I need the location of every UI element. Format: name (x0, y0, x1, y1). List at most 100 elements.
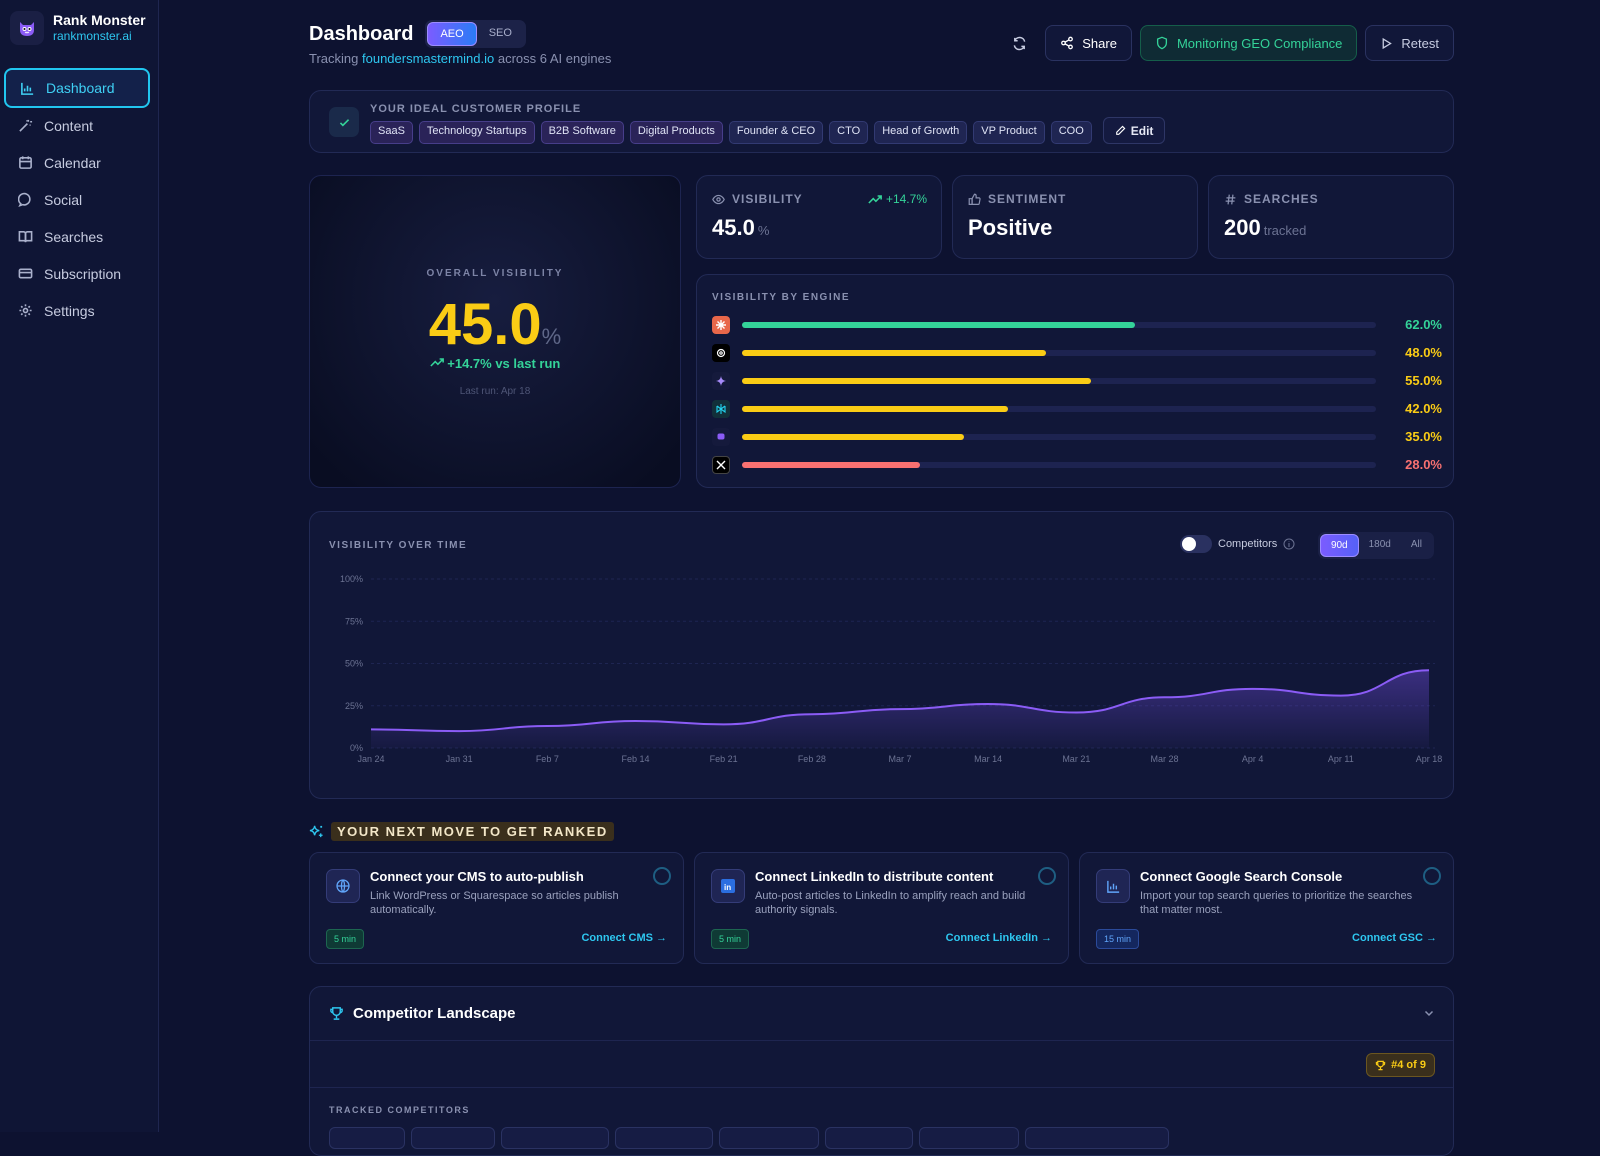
competitor-chip[interactable] (329, 1127, 405, 1149)
searches-stat-label: SEARCHES (1244, 192, 1319, 206)
hash-icon (1224, 193, 1237, 206)
sidebar: Rank Monster rankmonster.ai Dashboard Co… (0, 0, 159, 1132)
last-run-text: Last run: Apr 18 (310, 386, 680, 397)
engine-value: 42.0% (1405, 401, 1442, 416)
icp-tag: COO (1051, 121, 1092, 144)
competitor-chip[interactable] (411, 1127, 495, 1149)
sidebar-item-label: Content (44, 118, 93, 134)
competitor-chip[interactable] (825, 1127, 913, 1149)
move-complete-radio[interactable] (1038, 867, 1056, 885)
share-icon (1060, 36, 1074, 50)
monitoring-label: Monitoring GEO Compliance (1177, 36, 1342, 51)
sidebar-nav: Dashboard Content Calendar Social Search… (4, 68, 150, 329)
next-move-title: YOUR NEXT MOVE TO GET RANKED (331, 822, 614, 841)
competitor-landscape-header[interactable]: Competitor Landscape (329, 1005, 516, 1022)
next-move-header: YOUR NEXT MOVE TO GET RANKED (309, 822, 614, 841)
brand-url[interactable]: rankmonster.ai (53, 29, 146, 44)
competitor-chip[interactable] (615, 1127, 713, 1149)
visibility-by-engine-card: VISIBILITY BY ENGINE 62.0% 48.0% 55.0% 4… (696, 274, 1454, 488)
grok-icon (712, 456, 730, 474)
engine-row-perplexity: 42.0% (712, 400, 1442, 418)
engine-row-grok: 28.0% (712, 456, 1442, 474)
engine-bar-fill (742, 350, 1046, 356)
sidebar-item-label: Social (44, 192, 82, 208)
next-move-card-linkedin[interactable]: in Connect LinkedIn to distribute conten… (694, 852, 1069, 964)
engine-bar-fill (742, 434, 964, 440)
copilot-icon (712, 428, 730, 446)
tracked-domain-link[interactable]: foundersmastermind.io (362, 51, 494, 66)
credit-card-icon (18, 266, 33, 281)
x-tick-label: Mar 14 (974, 754, 1002, 764)
subtitle-prefix: Tracking (309, 51, 358, 66)
share-button[interactable]: Share (1045, 25, 1132, 61)
bar-chart-icon (1096, 869, 1130, 903)
visibility-stat-label: VISIBILITY (732, 192, 803, 206)
y-tick-label: 0% (350, 743, 363, 753)
x-tick-label: Mar 7 (888, 754, 911, 764)
monitoring-geo-button[interactable]: Monitoring GEO Compliance (1140, 25, 1357, 61)
tab-seo[interactable]: SEO (477, 22, 524, 46)
sidebar-item-dashboard[interactable]: Dashboard (4, 68, 150, 108)
gemini-icon (712, 372, 730, 390)
icp-tag: SaaS (370, 121, 413, 144)
sidebar-item-social[interactable]: Social (4, 181, 150, 218)
refresh-icon (1012, 36, 1027, 51)
move-title: Connect LinkedIn to distribute content (755, 869, 993, 884)
connect-gsc-link[interactable]: Connect GSC → (1352, 932, 1437, 944)
trend-up-icon (868, 194, 882, 205)
svg-text:in: in (724, 883, 731, 892)
brand[interactable]: Rank Monster rankmonster.ai (10, 11, 146, 45)
linkedin-icon: in (711, 869, 745, 903)
engine-value: 28.0% (1405, 457, 1442, 472)
competitor-chip[interactable] (919, 1127, 1019, 1149)
edit-label: Edit (1131, 124, 1154, 138)
y-tick-label: 75% (345, 616, 363, 626)
sidebar-item-calendar[interactable]: Calendar (4, 144, 150, 181)
icp-label: YOUR IDEAL CUSTOMER PROFILE (370, 103, 581, 115)
next-move-card-gsc[interactable]: Connect Google Search Console Import you… (1079, 852, 1454, 964)
move-complete-radio[interactable] (1423, 867, 1441, 885)
sidebar-item-settings[interactable]: Settings (4, 292, 150, 329)
y-tick-label: 100% (340, 574, 363, 584)
openai-icon (712, 344, 730, 362)
x-tick-label: Feb 14 (621, 754, 649, 764)
y-tick-label: 50% (345, 659, 363, 669)
refresh-button[interactable] (1001, 25, 1037, 61)
icp-tag: Head of Growth (874, 121, 967, 144)
bar-chart-icon (20, 81, 35, 96)
move-time-badge: 5 min (711, 929, 749, 949)
globe-icon (326, 869, 360, 903)
engine-row-claude: 62.0% (712, 316, 1442, 334)
sentiment-stat-label: SENTIMENT (988, 192, 1066, 206)
connect-cms-link[interactable]: Connect CMS → (581, 932, 667, 944)
competitor-chip[interactable] (501, 1127, 609, 1149)
sidebar-item-subscription[interactable]: Subscription (4, 255, 150, 292)
engine-value: 55.0% (1405, 373, 1442, 388)
competitor-chip[interactable] (1025, 1127, 1169, 1149)
sentiment-stat-card: SENTIMENT Positive (952, 175, 1198, 259)
visibility-stat-card: VISIBILITY +14.7% 45.0% (696, 175, 942, 259)
edit-icp-button[interactable]: Edit (1103, 117, 1166, 144)
competitor-chip[interactable] (719, 1127, 819, 1149)
connect-linkedin-link[interactable]: Connect LinkedIn → (946, 932, 1052, 944)
move-complete-radio[interactable] (653, 867, 671, 885)
retest-button[interactable]: Retest (1365, 25, 1454, 61)
retest-label: Retest (1401, 36, 1439, 51)
sidebar-item-label: Calendar (44, 155, 101, 171)
engine-value: 62.0% (1405, 317, 1442, 332)
engine-bar-fill (742, 322, 1135, 328)
visibility-stat-unit: % (758, 223, 770, 238)
perplexity-icon (712, 400, 730, 418)
thumbs-up-icon (968, 193, 981, 206)
icp-tag: CTO (829, 121, 868, 144)
move-time-badge: 5 min (326, 929, 364, 949)
rank-text: #4 of 9 (1391, 1059, 1426, 1071)
tab-aeo[interactable]: AEO (427, 22, 476, 46)
sidebar-item-content[interactable]: Content (4, 107, 150, 144)
sidebar-item-searches[interactable]: Searches (4, 218, 150, 255)
chevron-down-icon[interactable] (1423, 1007, 1435, 1019)
move-title: Connect your CMS to auto-publish (370, 869, 584, 884)
next-move-card-cms[interactable]: Connect your CMS to auto-publish Link Wo… (309, 852, 684, 964)
